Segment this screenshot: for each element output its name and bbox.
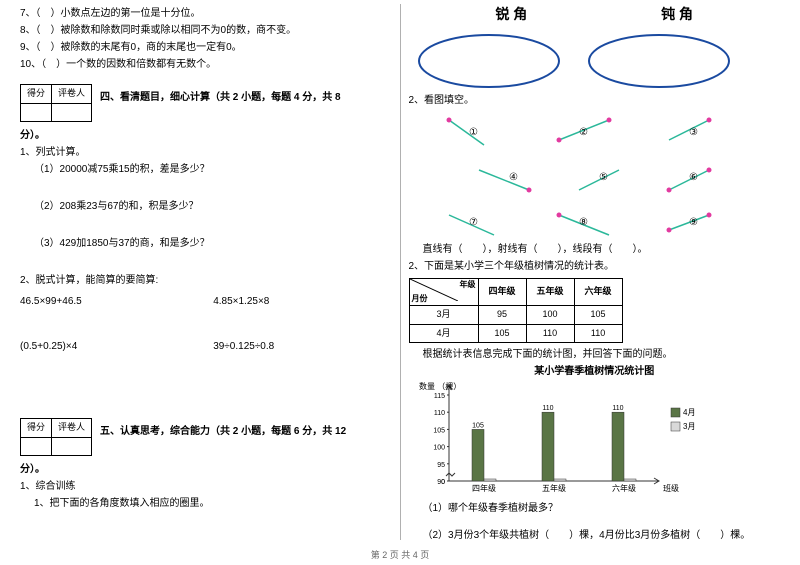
score-header-1: 得分 <box>21 85 52 104</box>
bar-chart: 数量 （棵）90951001051101150105四年级110五年级110六年… <box>409 379 749 499</box>
q1-title: 1、列式计算。 <box>20 145 392 160</box>
q1-item: （1）20000减75乘15的积，差是多少？ <box>34 162 392 177</box>
q2-pairs: 46.5×99+46.5 4.85×1.25×8 (0.5+0.25)×4 39÷0.… <box>20 294 392 378</box>
right-column: 锐 角 钝 角 2、看图填空。 ① ② ③ ④ ⑤ ⑥ ⑦ ⑧ ⑨ 直线有（ ），射线有（ ），… <box>401 4 789 540</box>
q2-pair: 46.5×99+46.5 4.85×1.25×8 <box>20 294 392 309</box>
page-footer: 第 2 页 共 4 页 <box>0 548 800 561</box>
svg-text:110: 110 <box>612 405 623 412</box>
judge-item: 10、（ ）一个数的因数和倍数都有无数个。 <box>20 57 392 72</box>
row-label: 3月 <box>409 306 478 325</box>
r-q3-title: 2、下面是某小学三个年级植树情况的统计表。 <box>409 259 781 274</box>
ellipses-svg <box>409 31 749 91</box>
q2-expr: (0.5+0.25)×4 <box>20 339 198 354</box>
cell: 100 <box>526 306 574 325</box>
sub-q2: （2）3月份3个年级共植树（ ）棵，4月份比3月份多植树（ ）棵。 <box>423 528 781 543</box>
cell: 110 <box>574 324 622 343</box>
svg-text:③: ③ <box>689 127 698 138</box>
svg-text:105: 105 <box>472 422 484 429</box>
plant-table: 年级月份四年级五年级六年级 3月951001054月105110110 <box>409 278 623 343</box>
section4-tail: 分）。 <box>20 128 392 143</box>
score-header-2: 评卷人 <box>52 85 92 104</box>
svg-text:0: 0 <box>441 479 445 486</box>
score-table-2: 得分 评卷人 <box>20 418 92 456</box>
score-table-1: 得分 评卷人 <box>20 84 92 122</box>
judge-item: 8、（ ）被除数和除数同时乘或除以相同不为0的数，商不变。 <box>20 23 392 38</box>
diag-header: 年级月份 <box>409 279 478 306</box>
svg-text:⑤: ⑤ <box>599 172 608 183</box>
acute-label: 锐 角 <box>495 4 527 25</box>
q1-item: （2）208乘23与67的和，积是多少？ <box>34 199 392 214</box>
score-blank <box>21 103 52 122</box>
score-header-1: 得分 <box>21 419 52 438</box>
svg-text:①: ① <box>469 127 478 138</box>
q2-expr: 4.85×1.25×8 <box>213 294 391 309</box>
section5-header-row: 得分 评卷人 五、认真思考，综合能力（共 2 小题，每题 6 分，共 12 <box>20 408 392 462</box>
table-row: 4月105110110 <box>409 324 622 343</box>
svg-text:六年级: 六年级 <box>612 483 636 493</box>
q1-items: （1）20000减75乘15的积，差是多少？ （2）208乘23与67的和，积是多… <box>20 162 392 271</box>
svg-text:⑦: ⑦ <box>469 217 478 228</box>
chart-title: 某小学春季植树情况统计图 <box>409 364 781 379</box>
row-label: 4月 <box>409 324 478 343</box>
s5-q1: 1、综合训练 <box>20 479 392 494</box>
judge-item: 9、（ ）被除数的末尾有0，商的末尾也一定有0。 <box>20 40 392 55</box>
svg-text:105: 105 <box>433 427 445 434</box>
svg-text:数量 （棵）: 数量 （棵） <box>419 381 461 391</box>
q2-expr: 39÷0.125÷0.8 <box>213 339 391 354</box>
cell: 95 <box>478 306 526 325</box>
line-fill: 直线有（ ），射线有（ ），线段有（ ）。 <box>423 242 781 257</box>
r-q2-title: 2、看图填空。 <box>409 93 781 108</box>
ellipse-labels-row: 锐 角 钝 角 <box>409 4 781 25</box>
col-header: 六年级 <box>574 279 622 306</box>
q1-item: （3）429加1850与37的商，和是多少？ <box>34 236 392 251</box>
svg-text:班级: 班级 <box>663 483 679 493</box>
svg-text:4月: 4月 <box>683 408 695 417</box>
svg-text:⑥: ⑥ <box>689 172 698 183</box>
q2-pair: (0.5+0.25)×4 39÷0.125÷0.8 <box>20 339 392 354</box>
cell: 105 <box>574 306 622 325</box>
page-container: 7、（ ）小数点左边的第一位是十分位。 8、（ ）被除数和除数同时乘或除以相同不为… <box>0 0 800 540</box>
score-blank <box>52 103 92 122</box>
svg-text:100: 100 <box>433 445 445 452</box>
svg-text:五年级: 五年级 <box>542 483 566 493</box>
table-row: 3月95100105 <box>409 306 622 325</box>
svg-text:⑧: ⑧ <box>579 217 588 228</box>
ray-diagram: ① ② ③ ④ ⑤ ⑥ ⑦ ⑧ ⑨ <box>409 110 739 240</box>
table-note: 根据统计表信息完成下面的统计图，并回答下面的问题。 <box>423 347 781 362</box>
cell: 110 <box>526 324 574 343</box>
col-header: 四年级 <box>478 279 526 306</box>
q2-expr: 46.5×99+46.5 <box>20 294 198 309</box>
svg-text:④: ④ <box>509 172 518 183</box>
judge-item: 7、（ ）小数点左边的第一位是十分位。 <box>20 6 392 21</box>
judgement-questions: 7、（ ）小数点左边的第一位是十分位。 8、（ ）被除数和除数同时乘或除以相同不为… <box>20 6 392 72</box>
q2-title: 2、脱式计算，能简算的要简算: <box>20 273 392 288</box>
left-column: 7、（ ）小数点左边的第一位是十分位。 8、（ ）被除数和除数同时乘或除以相同不为… <box>12 4 400 540</box>
score-blank <box>52 437 92 456</box>
col-header: 五年级 <box>526 279 574 306</box>
svg-text:3月: 3月 <box>683 422 695 431</box>
section4-title: 四、看清题目，细心计算（共 2 小题，每题 4 分，共 8 <box>100 74 341 105</box>
svg-text:②: ② <box>579 127 588 138</box>
svg-text:⑨: ⑨ <box>689 217 698 228</box>
cell: 105 <box>478 324 526 343</box>
svg-text:110: 110 <box>433 410 444 417</box>
svg-text:110: 110 <box>542 405 553 412</box>
score-header-2: 评卷人 <box>52 419 92 438</box>
score-blank <box>21 437 52 456</box>
obtuse-label: 钝 角 <box>661 4 693 25</box>
section4-header-row: 得分 评卷人 四、看清题目，细心计算（共 2 小题，每题 4 分，共 8 <box>20 74 392 128</box>
section5-tail: 分）。 <box>20 462 392 477</box>
svg-text:115: 115 <box>433 393 444 400</box>
section5-title: 五、认真思考，综合能力（共 2 小题，每题 6 分，共 12 <box>100 408 346 439</box>
s5-q1-sub: 1、把下面的各角度数填入相应的圈里。 <box>34 496 392 511</box>
sub-q1: （1）哪个年级春季植树最多？ <box>423 501 781 516</box>
svg-text:四年级: 四年级 <box>472 483 496 493</box>
svg-text:95: 95 <box>437 462 445 469</box>
